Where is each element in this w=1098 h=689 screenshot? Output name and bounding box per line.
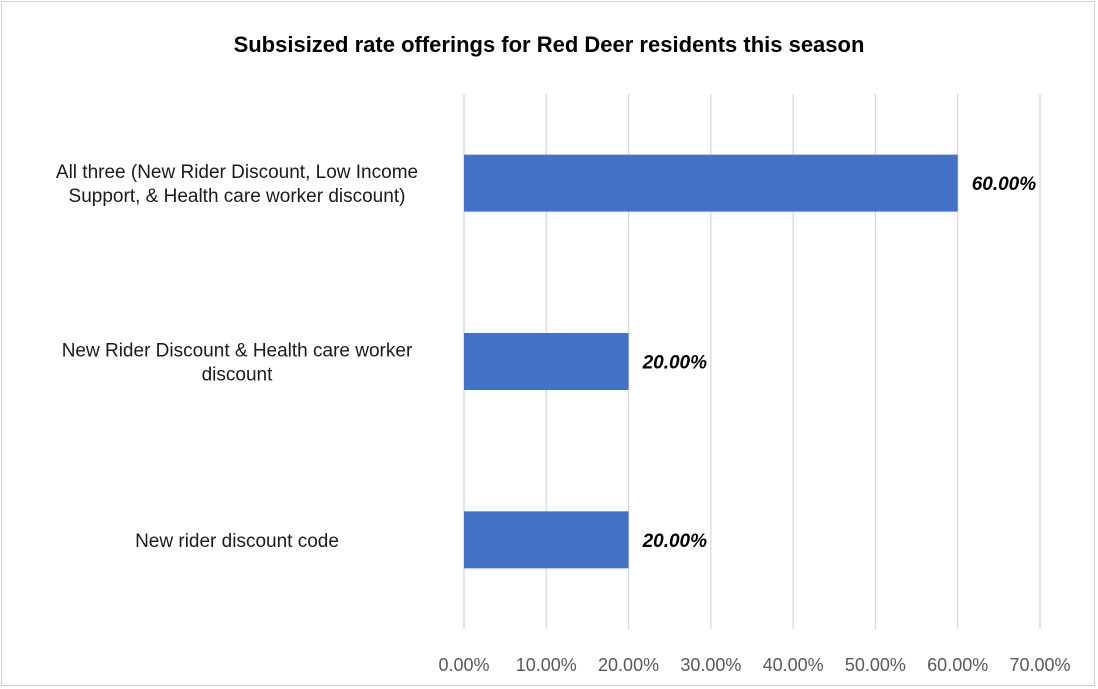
data-label: 60.00%: [972, 174, 1037, 195]
x-tick-label: 60.00%: [927, 655, 988, 675]
x-tick-label: 20.00%: [598, 655, 659, 675]
category-label: New rider discount code: [135, 531, 339, 552]
category-label: New Rider Discount & Health care worker d…: [62, 341, 413, 386]
bar: [464, 154, 958, 212]
category-label: All three (New Rider Discount, Low Incom…: [56, 162, 418, 207]
x-tick-label: 0.00%: [438, 655, 489, 675]
x-tick-label: 10.00%: [516, 655, 577, 675]
x-tick-label: 70.00%: [1009, 655, 1070, 675]
bar: [464, 511, 629, 569]
x-tick-label: 30.00%: [680, 655, 741, 675]
x-tick-label: 50.00%: [845, 655, 906, 675]
data-label: 20.00%: [642, 531, 708, 552]
data-label: 20.00%: [642, 353, 708, 374]
chart-title: Subsisized rate offerings for Red Deer r…: [233, 32, 865, 57]
bar: [464, 333, 629, 390]
x-tick-label: 40.00%: [763, 655, 824, 675]
